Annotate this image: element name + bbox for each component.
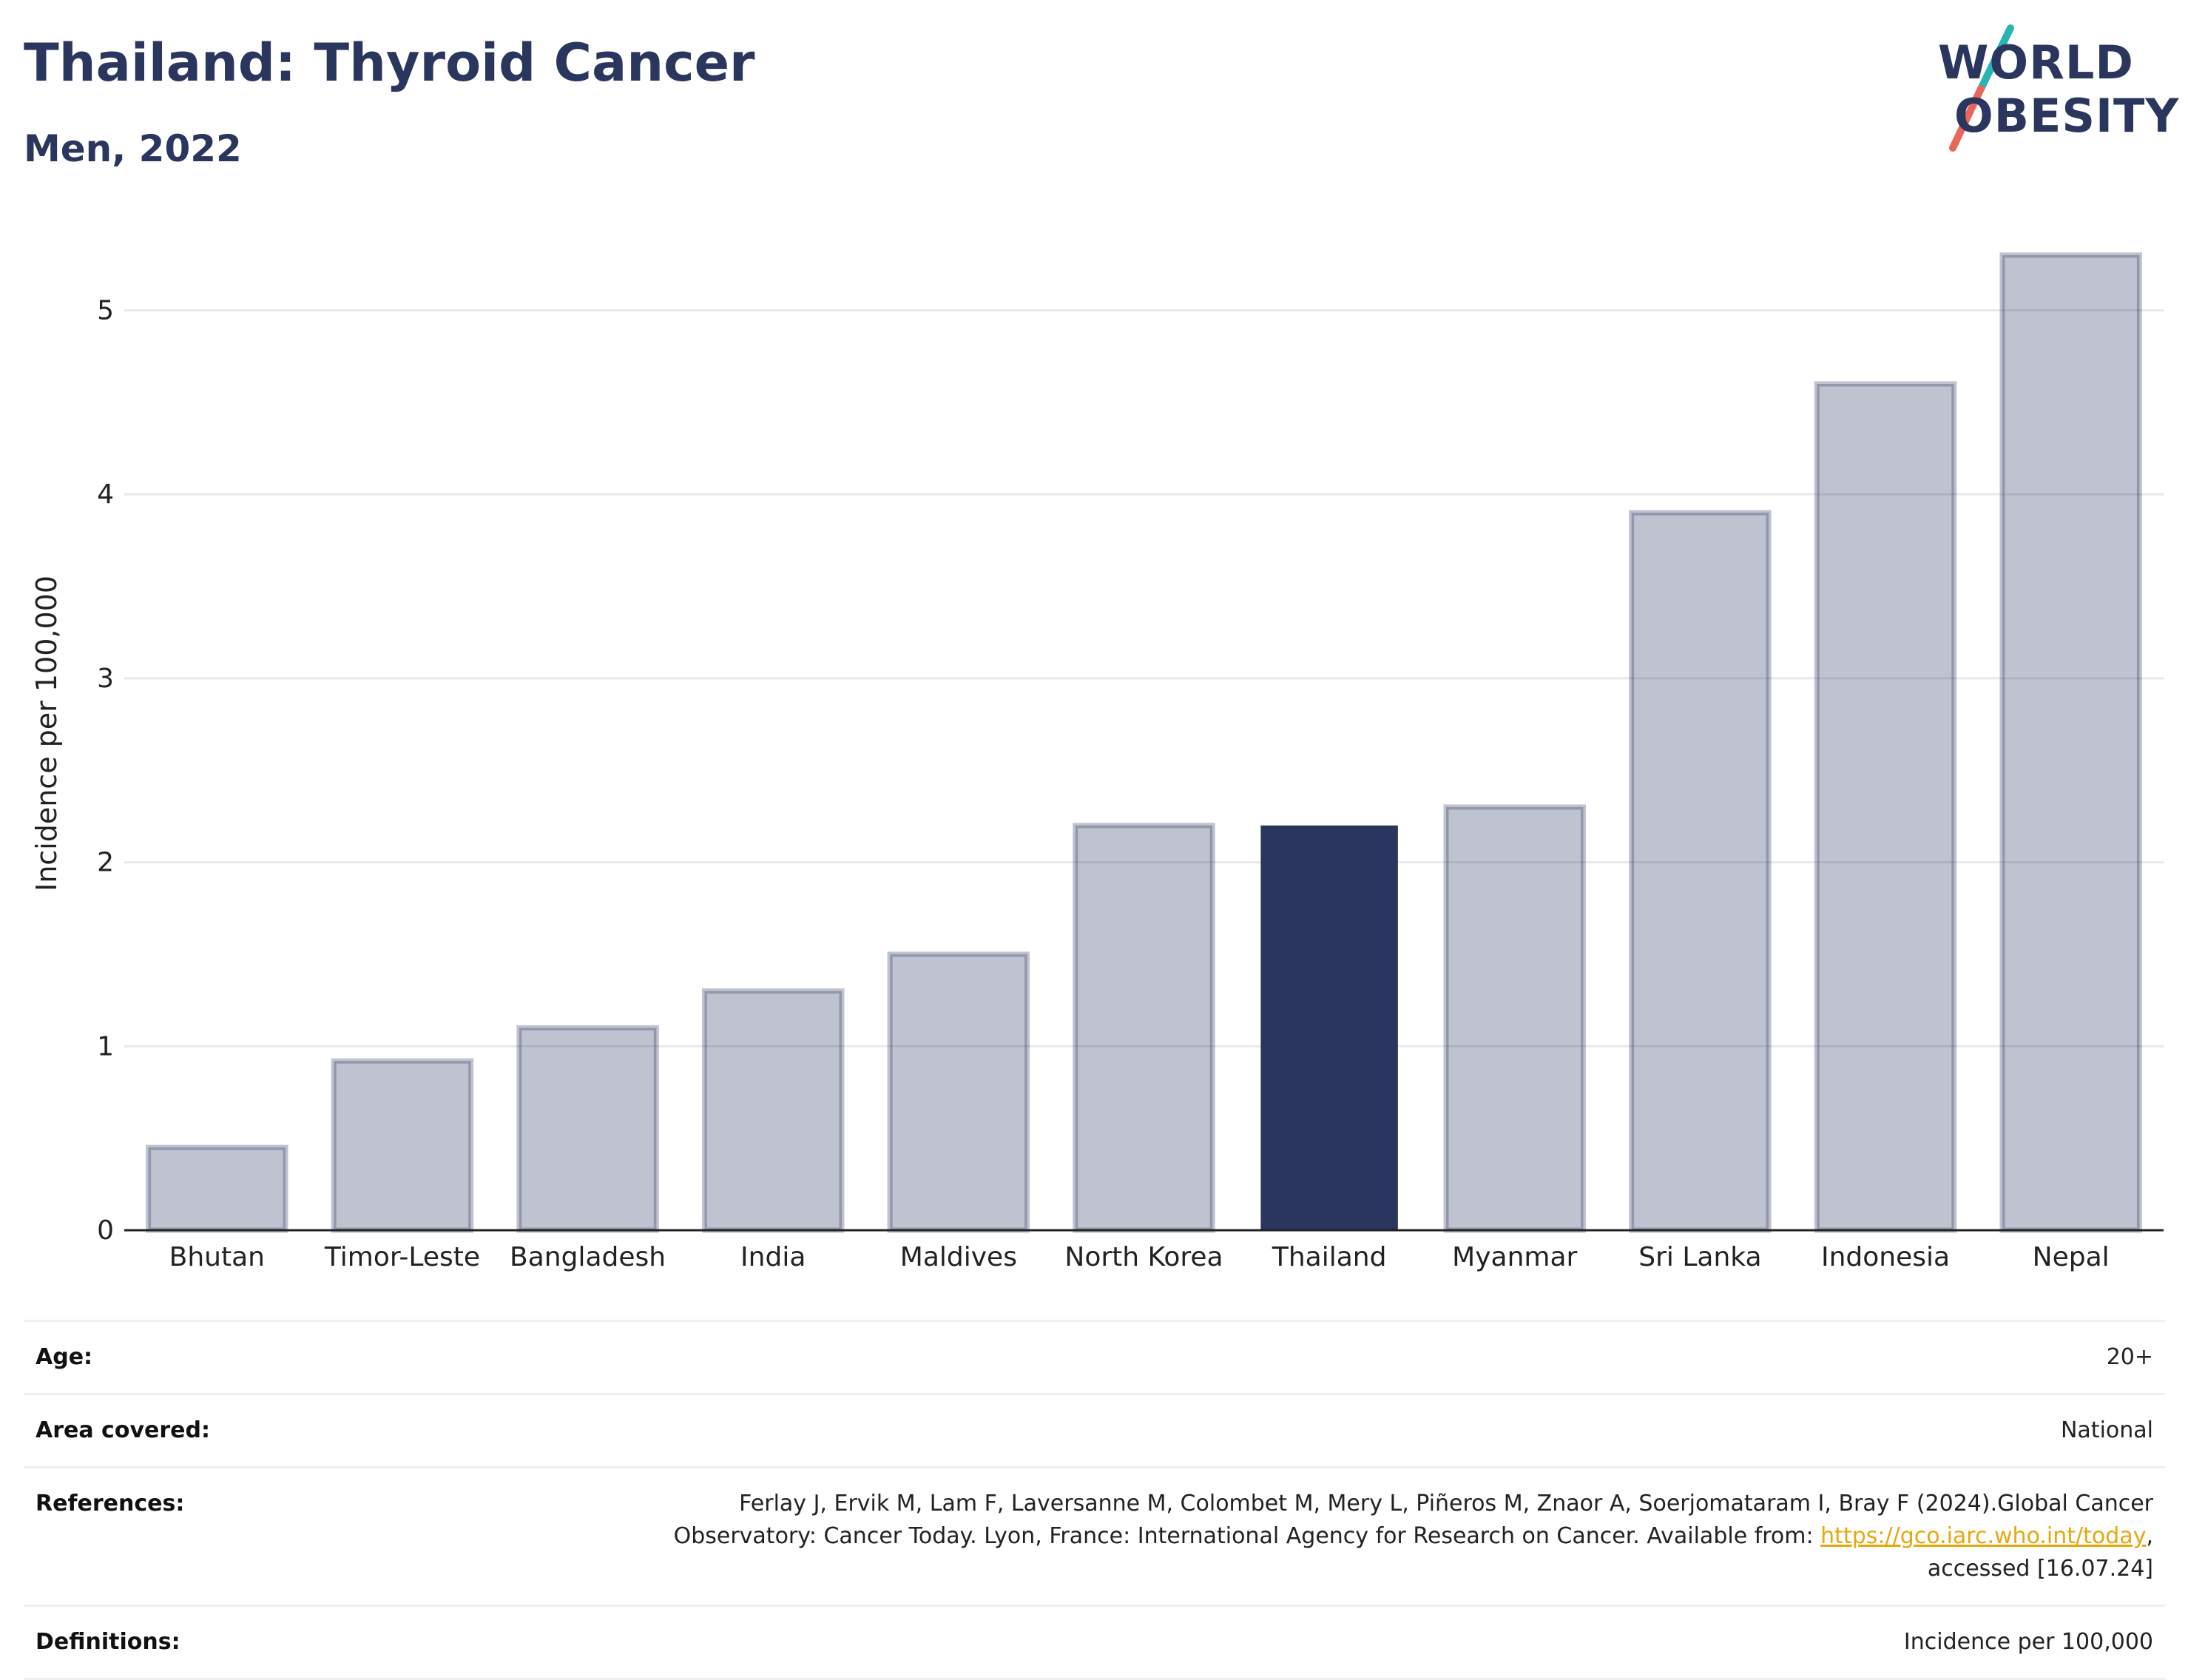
references-value: Ferlay J, Ervik M, Lam F, Laversanne M, … [674, 1488, 2153, 1585]
age-value: 20+ [2106, 1344, 2153, 1370]
age-label: Age: [36, 1344, 93, 1370]
y-tick-label: 1 [97, 1031, 114, 1062]
meta-row-definitions: Definitions: Incidence per 100,000 [24, 1607, 2165, 1680]
logo-slash-icon [1949, 24, 2014, 152]
meta-row-area: Area covered: National [24, 1395, 2165, 1468]
references-line1: Ferlay J, Ervik M, Lam F, Laversanne M, … [739, 1491, 2153, 1517]
bars [146, 252, 2142, 1233]
bar-indonesia [1814, 381, 1957, 1233]
bar-thailand [1260, 825, 1398, 1230]
world-obesity-logo: WORLD OBESITY [1931, 22, 2178, 155]
bar-india [701, 988, 845, 1233]
tick-labels: 0 1 2 3 4 5 Bhutan Timor-Leste Bangladesh India Ma… [97, 295, 2110, 1272]
bar-nepal [1999, 252, 2142, 1233]
area-value: National [2060, 1417, 2153, 1443]
page-subtitle: Men, 2022 [24, 127, 242, 170]
y-tick-label: 0 [97, 1215, 114, 1246]
bar-chart: 0 1 2 3 4 5 Bhutan Timor-Leste Bangladesh India Ma… [30, 252, 2164, 1272]
meta-row-references: References: Ferlay J, Ervik M, Lam F, La… [24, 1468, 2165, 1607]
x-tick-label: Thailand [1272, 1242, 1387, 1272]
x-tick-label: Bhutan [169, 1242, 265, 1272]
x-tick-label: Nepal [2033, 1242, 2110, 1272]
bar-maldives [887, 951, 1030, 1233]
references-line2: Observatory: Cancer Today. Lyon, France:… [673, 1523, 1821, 1549]
meta-row-age: Age: 20+ [24, 1322, 2165, 1395]
y-tick-label: 5 [97, 295, 114, 325]
bar-myanmar [1443, 804, 1587, 1233]
bar-bhutan [146, 1144, 288, 1233]
bar-bangladesh [516, 1025, 659, 1233]
y-tick-label: 3 [97, 664, 114, 694]
y-axis-title: Incidence per 100,000 [30, 576, 63, 891]
x-tick-label: Sri Lanka [1638, 1242, 1761, 1272]
x-tick-label: Timor-Leste [324, 1242, 480, 1272]
definitions-value: Incidence per 100,000 [1903, 1629, 2153, 1655]
references-comma: , [2146, 1523, 2153, 1549]
references-link[interactable]: https://gco.iarc.who.int/today [1820, 1523, 2147, 1549]
references-line3: accessed [16.07.24] [1927, 1556, 2153, 1582]
references-label: References: [36, 1491, 185, 1517]
bar-north-korea [1073, 823, 1215, 1233]
x-tick-label: Bangladesh [510, 1242, 666, 1272]
x-tick-label: Maldives [900, 1242, 1017, 1272]
x-tick-label: North Korea [1064, 1242, 1223, 1272]
logo-word-obesity: OBESITY [1954, 89, 2180, 143]
bar-sri-lanka [1629, 510, 1772, 1233]
metadata-table: Age: 20+ Area covered: National Referenc… [24, 1320, 2165, 1680]
page-title: Thailand: Thyroid Cancer [24, 33, 755, 93]
x-tick-label: Myanmar [1452, 1242, 1577, 1272]
x-tick-label: India [740, 1242, 806, 1272]
x-tick-label: Indonesia [1821, 1242, 1950, 1272]
area-label: Area covered: [36, 1417, 210, 1443]
bar-timor-leste [331, 1058, 474, 1233]
y-tick-label: 4 [97, 479, 114, 510]
grid-lines [124, 308, 2164, 1048]
definitions-label: Definitions: [36, 1629, 180, 1655]
logo-word-world: WORLD [1938, 36, 2134, 90]
y-tick-label: 2 [97, 848, 114, 878]
